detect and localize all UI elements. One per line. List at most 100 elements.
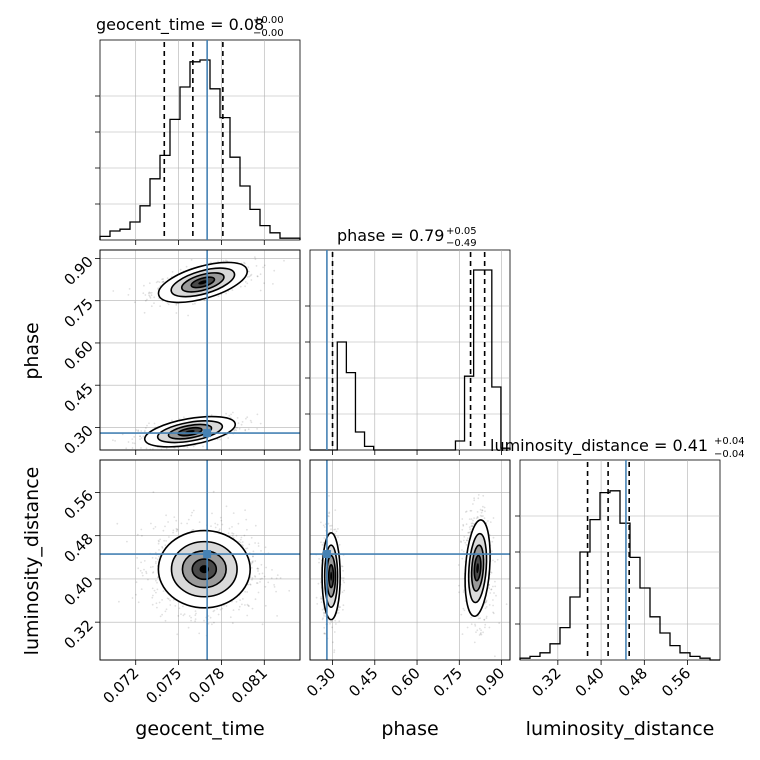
scatter-point-luminosity_distance-vs-phase <box>338 620 341 622</box>
scatter-point-luminosity_distance-vs-phase <box>317 582 320 585</box>
scatter-point-luminosity_distance-vs-phase <box>485 599 488 602</box>
scatter-point-phase-vs-geocent_time <box>133 442 136 445</box>
ylabel-luminosity-distance: luminosity_distance <box>21 467 43 656</box>
scatter-point-luminosity_distance-vs-geocent_time <box>168 536 170 538</box>
scatter-point-luminosity_distance-vs-geocent_time <box>244 590 247 593</box>
scatter-point-luminosity_distance-vs-phase <box>320 541 322 544</box>
scatter-point-luminosity_distance-vs-phase <box>460 540 462 543</box>
scatter-point-luminosity_distance-vs-geocent_time <box>159 538 162 541</box>
scatter-point-luminosity_distance-vs-geocent_time <box>231 526 233 528</box>
scatter-point-luminosity_distance-vs-geocent_time <box>169 604 172 606</box>
scatter-point-phase-vs-geocent_time <box>149 295 151 298</box>
scatter-point-luminosity_distance-vs-geocent_time <box>165 514 168 517</box>
scatter-point-luminosity_distance-vs-phase <box>323 612 326 614</box>
scatter-point-luminosity_distance-vs-geocent_time <box>241 543 243 546</box>
scatter-point-luminosity_distance-vs-geocent_time <box>172 599 175 601</box>
scatter-point-phase-vs-geocent_time <box>121 433 124 436</box>
scatter-point-luminosity_distance-vs-geocent_time <box>188 615 191 617</box>
scatter-point-luminosity_distance-vs-geocent_time <box>243 534 246 537</box>
density-contour-luminosity_distance-vs-phase-0-4 <box>330 571 333 581</box>
scatter-point-luminosity_distance-vs-phase <box>482 494 485 497</box>
scatter-point-luminosity_distance-vs-phase <box>492 536 495 539</box>
scatter-point-luminosity_distance-vs-geocent_time <box>252 560 254 562</box>
scatter-point-luminosity_distance-vs-phase <box>484 623 487 626</box>
scatter-point-luminosity_distance-vs-phase <box>494 585 497 588</box>
scatter-point-luminosity_distance-vs-geocent_time <box>232 512 235 514</box>
ytick-label-phase-4: 0.90 <box>60 253 96 289</box>
ytick-label-luminosity_distance-1: 0.40 <box>60 573 96 609</box>
scatter-point-phase-vs-geocent_time <box>225 259 227 262</box>
scatter-point-luminosity_distance-vs-phase <box>315 596 318 599</box>
scatter-point-phase-vs-geocent_time <box>127 294 130 296</box>
scatter-point-luminosity_distance-vs-phase <box>480 515 483 518</box>
scatter-point-luminosity_distance-vs-phase <box>462 550 465 553</box>
scatter-point-luminosity_distance-vs-geocent_time <box>245 518 248 521</box>
scatter-point-phase-vs-geocent_time <box>166 277 169 279</box>
scatter-point-luminosity_distance-vs-phase <box>492 612 495 615</box>
scatter-point-luminosity_distance-vs-phase <box>322 611 325 614</box>
scatter-point-luminosity_distance-vs-geocent_time <box>257 542 260 545</box>
scatter-point-phase-vs-geocent_time <box>235 429 238 432</box>
scatter-point-luminosity_distance-vs-geocent_time <box>118 600 120 603</box>
hist-geocent_time-frame <box>99 39 301 241</box>
scatter-point-phase-vs-geocent_time <box>244 281 247 283</box>
scatter-point-luminosity_distance-vs-geocent_time <box>194 620 197 623</box>
xtick-label-geocent_time-2: 0.078 <box>185 664 228 707</box>
scatter-point-luminosity_distance-vs-geocent_time <box>238 605 241 608</box>
scatter-point-phase-vs-geocent_time <box>140 430 143 432</box>
scatter-point-phase-vs-geocent_time <box>153 422 156 425</box>
scatter-point-luminosity_distance-vs-phase <box>323 526 326 528</box>
scatter-point-luminosity_distance-vs-phase <box>477 617 480 620</box>
scatter-point-phase-vs-geocent_time <box>250 273 253 276</box>
scatter-point-luminosity_distance-vs-geocent_time <box>244 509 247 512</box>
scatter-point-luminosity_distance-vs-geocent_time <box>250 536 253 539</box>
scatter-point-phase-vs-geocent_time <box>161 281 164 283</box>
scatter-point-luminosity_distance-vs-geocent_time <box>158 540 160 543</box>
truth-marker-phase-vs-geocent_time <box>203 429 212 438</box>
scatter-point-luminosity_distance-vs-phase <box>481 509 484 512</box>
scatter-point-luminosity_distance-vs-phase <box>471 525 474 527</box>
scatter-point-phase-vs-geocent_time <box>157 280 159 283</box>
scatter-point-luminosity_distance-vs-phase <box>323 537 326 539</box>
scatter-point-luminosity_distance-vs-geocent_time <box>145 570 148 573</box>
scatter-point-luminosity_distance-vs-geocent_time <box>218 528 221 530</box>
scatter-point-luminosity_distance-vs-phase <box>492 611 494 614</box>
scatter-point-luminosity_distance-vs-phase <box>343 581 346 584</box>
scatter-point-phase-vs-geocent_time <box>148 422 150 425</box>
scatter-point-luminosity_distance-vs-geocent_time <box>273 584 275 586</box>
scatter-point-luminosity_distance-vs-phase <box>461 549 463 551</box>
scatter-point-phase-vs-geocent_time <box>259 422 262 425</box>
scatter-point-phase-vs-geocent_time <box>133 436 136 438</box>
scatter-point-luminosity_distance-vs-phase <box>322 541 325 544</box>
scatter-point-luminosity_distance-vs-geocent_time <box>145 572 148 575</box>
scatter-point-luminosity_distance-vs-geocent_time <box>270 577 273 580</box>
scatter-point-luminosity_distance-vs-phase <box>484 510 486 513</box>
scatter-point-luminosity_distance-vs-geocent_time <box>232 532 235 535</box>
scatter-point-luminosity_distance-vs-phase <box>494 655 496 658</box>
scatter-point-phase-vs-geocent_time <box>144 299 147 302</box>
panel-content-phase-vs-geocent_time <box>100 250 300 450</box>
scatter-point-phase-vs-geocent_time <box>230 413 233 416</box>
scatter-point-phase-vs-geocent_time <box>148 294 151 297</box>
scatter-point-luminosity_distance-vs-geocent_time <box>275 577 278 580</box>
scatter-point-luminosity_distance-vs-geocent_time <box>245 547 247 550</box>
scatter-point-phase-vs-geocent_time <box>155 281 158 284</box>
scatter-point-phase-vs-geocent_time <box>256 275 259 278</box>
scatter-point-luminosity_distance-vs-phase <box>342 579 345 582</box>
scatter-point-luminosity_distance-vs-phase <box>464 541 467 544</box>
scatter-point-luminosity_distance-vs-phase <box>481 509 484 512</box>
xtick-label-luminosity_distance-1: 0.40 <box>572 664 608 700</box>
scatter-point-luminosity_distance-vs-geocent_time <box>273 586 276 588</box>
scatter-point-luminosity_distance-vs-phase <box>334 619 337 622</box>
scatter-point-luminosity_distance-vs-geocent_time <box>276 574 279 576</box>
scatter-point-phase-vs-geocent_time <box>131 438 134 440</box>
scatter-point-phase-vs-geocent_time <box>243 261 245 264</box>
scatter-point-luminosity_distance-vs-phase <box>469 531 472 534</box>
scatter-point-phase-vs-geocent_time <box>137 430 140 432</box>
scatter-point-luminosity_distance-vs-geocent_time <box>157 542 160 545</box>
scatter-point-luminosity_distance-vs-phase <box>484 607 487 610</box>
scatter-point-luminosity_distance-vs-phase <box>337 536 339 538</box>
title-geocent-time-lower: −0.00 <box>253 28 284 39</box>
scatter-point-phase-vs-geocent_time <box>165 447 168 450</box>
scatter-point-luminosity_distance-vs-geocent_time <box>191 511 194 514</box>
